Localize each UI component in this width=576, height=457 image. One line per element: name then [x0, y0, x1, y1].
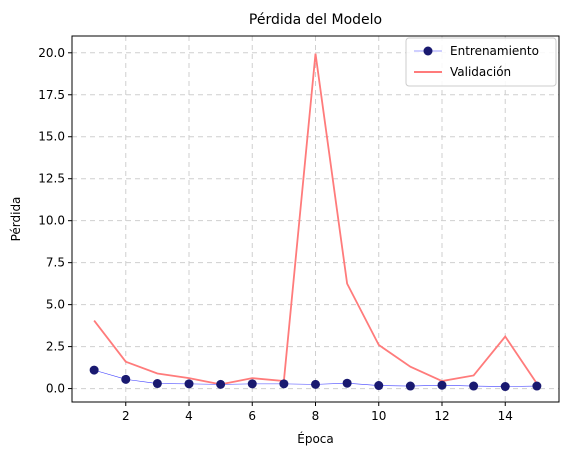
x-tick-label: 10 [371, 409, 386, 423]
data-point-entrenamiento [248, 379, 257, 388]
y-tick-label: 2.5 [46, 340, 65, 354]
x-tick-label: 2 [122, 409, 130, 423]
x-tick-label: 4 [185, 409, 193, 423]
data-point-entrenamiento [153, 379, 162, 388]
x-axis-label: Época [297, 431, 334, 446]
y-tick-label: 0.0 [46, 382, 65, 396]
legend-label-entrenamiento: Entrenamiento [450, 44, 539, 58]
y-tick-label: 17.5 [38, 88, 65, 102]
x-tick-label: 12 [434, 409, 449, 423]
data-point-entrenamiento [343, 379, 352, 388]
data-point-entrenamiento [469, 382, 478, 391]
chart-title: Pérdida del Modelo [249, 12, 382, 28]
data-point-entrenamiento [374, 381, 383, 390]
data-point-entrenamiento [90, 366, 99, 375]
y-tick-label: 20.0 [38, 46, 65, 60]
x-tick-label: 6 [248, 409, 256, 423]
data-point-entrenamiento [532, 382, 541, 391]
data-point-entrenamiento [185, 379, 194, 388]
data-point-entrenamiento [501, 382, 510, 391]
y-axis-label: Pérdida [9, 197, 23, 242]
legend-label-validacion: Validación [450, 65, 511, 79]
legend-marker-entrenamiento [424, 47, 433, 56]
x-tick-label: 8 [312, 409, 320, 423]
y-tick-label: 15.0 [38, 130, 65, 144]
y-tick-label: 10.0 [38, 214, 65, 228]
data-point-entrenamiento [406, 382, 415, 391]
y-tick-label: 7.5 [46, 256, 65, 270]
legend: Entrenamiento Validación [406, 38, 556, 86]
x-tick-label: 14 [498, 409, 513, 423]
data-point-entrenamiento [121, 375, 130, 384]
data-point-entrenamiento [437, 381, 446, 390]
data-point-entrenamiento [216, 380, 225, 389]
y-tick-label: 12.5 [38, 172, 65, 186]
y-tick-label: 5.0 [46, 298, 65, 312]
data-point-entrenamiento [279, 379, 288, 388]
data-point-entrenamiento [311, 380, 320, 389]
